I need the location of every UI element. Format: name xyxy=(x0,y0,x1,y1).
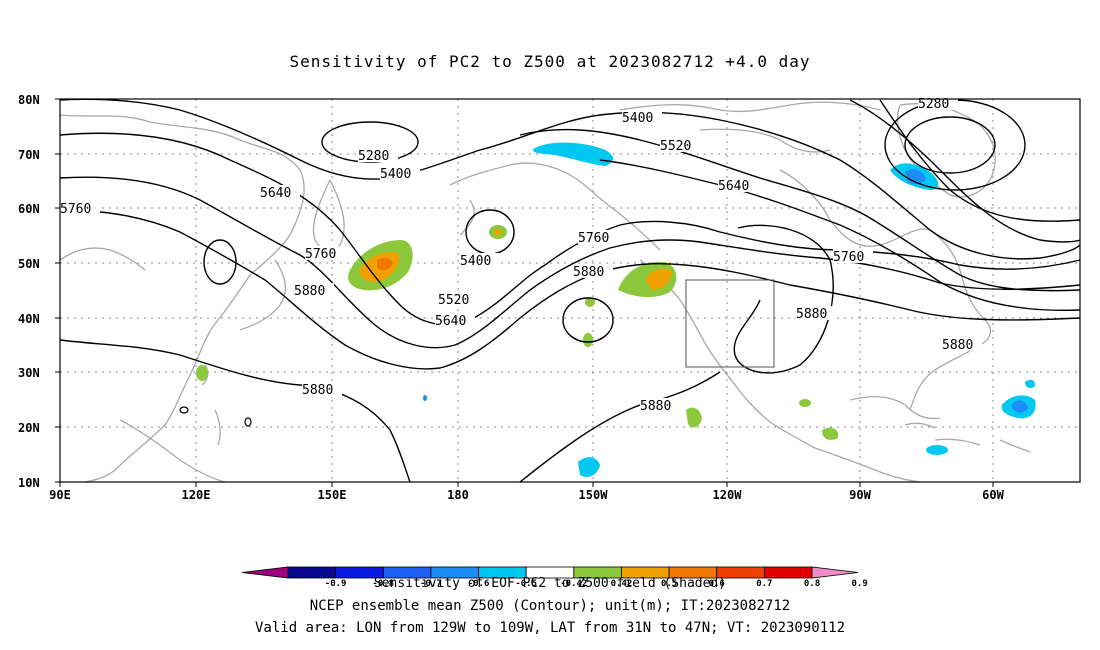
lon-label: 120W xyxy=(713,488,743,502)
latitude-labels: 80N 70N 60N 50N 40N 30N 20N 10N xyxy=(18,93,40,490)
map-title: Sensitivity of PC2 to Z500 at 2023082712… xyxy=(289,52,811,71)
sensitivity-shading xyxy=(196,142,1036,477)
colorbar-label: 0.42 xyxy=(611,579,633,589)
lon-label: 150W xyxy=(579,488,609,502)
lat-label: 40N xyxy=(18,312,40,326)
colorbar-label: 0.6 xyxy=(709,579,725,589)
contour-label: 5880 xyxy=(294,284,325,299)
caption-contour: NCEP ensemble mean Z500 (Contour); unit(… xyxy=(309,598,791,614)
lon-label: 90E xyxy=(49,488,71,502)
contour-label: 5760 xyxy=(305,247,336,262)
lat-label: 10N xyxy=(18,476,40,490)
colorbar-label: -0.8 xyxy=(372,579,394,589)
longitude-labels: 90E 120E 150E 180 150W 120W 90W 60W xyxy=(49,488,1004,502)
lon-label: 120E xyxy=(182,488,211,502)
contour-label: 5640 xyxy=(260,186,291,201)
contour-label: 5400 xyxy=(460,254,491,269)
contour-label: 5400 xyxy=(380,167,411,182)
lat-label: 60N xyxy=(18,202,40,216)
tick-marks xyxy=(55,98,994,487)
lon-label: 180 xyxy=(447,488,469,502)
colorbar-label: 0.9 xyxy=(852,579,868,589)
contour-label: 5640 xyxy=(718,179,749,194)
contour-label: 5880 xyxy=(942,338,973,353)
colorbar-label: 0.7 xyxy=(756,579,772,589)
contour-label: 5880 xyxy=(640,399,671,414)
contour-label: 5880 xyxy=(796,307,827,322)
colorbar-label: -0.42 xyxy=(560,579,587,589)
colorbar-label: 0.8 xyxy=(804,579,820,589)
caption-valid-area: Valid area: LON from 129W to 109W, LAT f… xyxy=(254,620,845,636)
contour-label: 5880 xyxy=(302,383,333,398)
lat-label: 70N xyxy=(18,148,40,162)
lat-label: 30N xyxy=(18,366,40,380)
contour-label: 5760 xyxy=(60,202,91,217)
colorbar: -0.9 -0.8 -0.7 -0.6 -0.5 -0.42 0.42 0.5 0.6 0.7 0.… xyxy=(241,566,868,589)
colorbar-cell xyxy=(811,566,859,579)
colorbar-label: -0.7 xyxy=(420,579,442,589)
contour-label: 5280 xyxy=(918,97,949,112)
contour-label: 5400 xyxy=(622,111,653,126)
lat-label: 20N xyxy=(18,421,40,435)
plot-area xyxy=(60,99,1080,482)
contour-label: 5280 xyxy=(358,149,389,164)
contour-label: 5640 xyxy=(435,314,466,329)
contour-label: 5520 xyxy=(438,293,469,308)
colorbar-label: -0.5 xyxy=(515,579,537,589)
colorbar-label: -0.9 xyxy=(325,579,347,589)
contour-label: 5760 xyxy=(578,231,609,246)
lon-label: 60W xyxy=(982,488,1004,502)
plot-frame xyxy=(59,98,1081,483)
contour-label: 5760 xyxy=(833,250,864,265)
colorbar-label: 0.5 xyxy=(661,579,677,589)
caption-shaded: Sensitivity of EOF PC2 to Z500 field (Sh… xyxy=(373,576,727,591)
lon-label: 90W xyxy=(849,488,871,502)
lon-label: 150E xyxy=(318,488,347,502)
contour-label: 5520 xyxy=(660,139,691,154)
contour-labels: 5280 5400 5400 5280 5520 5640 5640 5760 … xyxy=(60,96,982,414)
colorbar-label: -0.6 xyxy=(468,579,490,589)
contour-label: 5880 xyxy=(573,265,604,280)
lat-label: 80N xyxy=(18,93,40,107)
lat-label: 50N xyxy=(18,257,40,271)
valid-area-box xyxy=(685,279,775,368)
z500-contours xyxy=(59,98,1081,483)
